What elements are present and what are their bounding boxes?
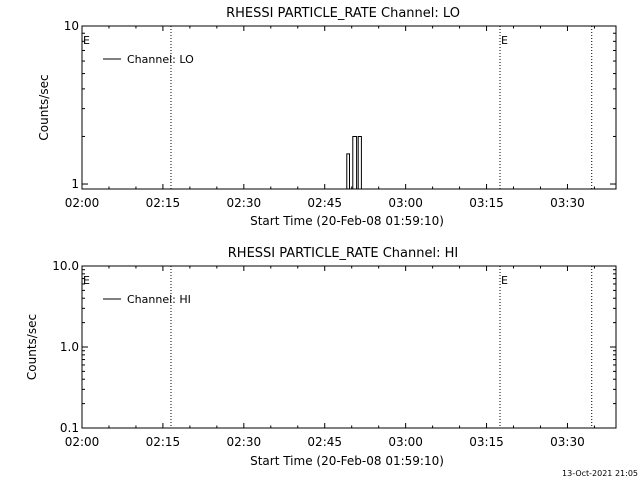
x-axis-label: Start Time (20-Feb-08 01:59:10) bbox=[250, 214, 444, 228]
chart-title: RHESSI PARTICLE_RATE Channel: LO bbox=[226, 6, 460, 21]
x-axis-label: Start Time (20-Feb-08 01:59:10) bbox=[250, 454, 444, 468]
x-tick-label: 03:00 bbox=[388, 435, 423, 449]
y-axis-label: Counts/sec bbox=[25, 314, 39, 380]
event-mark: E bbox=[501, 34, 508, 47]
legend-label: Channel: LO bbox=[127, 53, 194, 66]
x-tick-label: 03:00 bbox=[388, 196, 423, 210]
x-tick-label: 02:00 bbox=[65, 435, 100, 449]
y-tick-label: 10.0 bbox=[52, 259, 79, 273]
x-tick-label: 03:15 bbox=[469, 196, 504, 210]
footer-timestamp: 13-Oct-2021 21:05 bbox=[562, 469, 638, 478]
x-tick-label: 03:30 bbox=[550, 196, 585, 210]
event-mark: E bbox=[83, 34, 90, 47]
x-tick-label: 02:45 bbox=[307, 196, 342, 210]
y-tick-label: 0.1 bbox=[60, 421, 79, 435]
x-tick-label: 03:15 bbox=[469, 435, 504, 449]
y-tick-label: 1 bbox=[71, 177, 79, 191]
series-line bbox=[344, 136, 362, 190]
y-tick-label: 10 bbox=[64, 19, 79, 33]
x-tick-label: 02:30 bbox=[227, 435, 262, 449]
chart-panel-1: RHESSI PARTICLE_RATE Channel: LO Start Ti… bbox=[37, 6, 617, 228]
y-axis-label: Counts/sec bbox=[37, 74, 51, 140]
y-tick-label: 1.0 bbox=[60, 340, 79, 354]
x-tick-label: 02:00 bbox=[65, 196, 100, 210]
chart-panel-2: RHESSI PARTICLE_RATE Channel: HI Start Ti… bbox=[25, 246, 617, 468]
x-tick-label: 02:30 bbox=[227, 196, 262, 210]
x-tick-label: 02:15 bbox=[146, 196, 181, 210]
x-tick-label: 03:30 bbox=[550, 435, 585, 449]
event-mark: E bbox=[501, 274, 508, 287]
plot-frame bbox=[81, 265, 617, 429]
event-mark: E bbox=[83, 274, 90, 287]
x-tick-label: 02:45 bbox=[307, 435, 342, 449]
legend-label: Channel: HI bbox=[127, 293, 191, 306]
chart-title: RHESSI PARTICLE_RATE Channel: HI bbox=[228, 246, 458, 261]
x-tick-label: 02:15 bbox=[146, 435, 181, 449]
